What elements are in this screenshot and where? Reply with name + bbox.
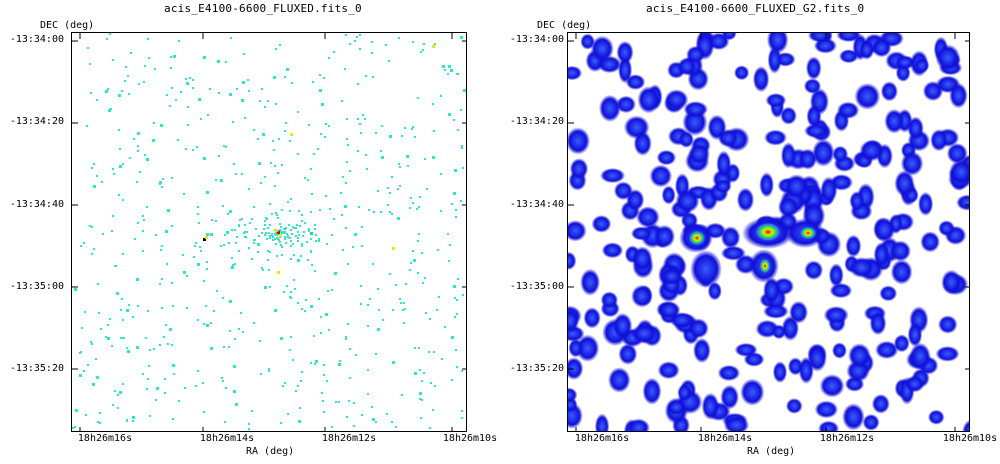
- left-ra-tick-label: 18h26m16s: [77, 433, 133, 444]
- right-image-canvas: [568, 33, 969, 431]
- left-ra-axis-title: RA (deg): [246, 446, 295, 457]
- right-dec-tick-label: -13:34:40: [509, 199, 564, 210]
- right-ra-tick-label: 18h26m14s: [697, 433, 753, 444]
- raw-event-pixels: [72, 33, 466, 430]
- left-image-canvas: [72, 33, 466, 431]
- right-ra-tick-label: 18h26m12s: [819, 433, 875, 444]
- left-panel-title: acis_E4100-6600_FLUXED.fits_0: [164, 2, 362, 15]
- right-dec-tick-label: -13:35:00: [509, 281, 564, 292]
- left-dec-tick-label: -13:34:00: [9, 34, 64, 45]
- left-dec-tick-label: -13:35:20: [9, 363, 64, 374]
- left-ra-tick-label: 18h26m14s: [199, 433, 255, 444]
- left-image-plot[interactable]: [71, 32, 467, 432]
- right-ra-tick-label: 18h26m16s: [574, 433, 630, 444]
- left-dec-tick-label: -13:35:00: [9, 281, 64, 292]
- left-dec-axis-title: DEC (deg): [40, 20, 95, 31]
- right-dec-axis-title: DEC (deg): [537, 20, 592, 31]
- left-dec-tick-label: -13:34:20: [9, 116, 64, 127]
- right-dec-tick-label: -13:34:00: [509, 34, 564, 45]
- right-image-plot[interactable]: [567, 32, 970, 432]
- right-ra-axis-title: RA (deg): [747, 446, 796, 457]
- right-dec-tick-label: -13:34:20: [509, 116, 564, 127]
- right-panel-title: acis_E4100-6600_FLUXED_G2.fits_0: [646, 2, 865, 15]
- frame-ticks: [568, 33, 969, 431]
- left-dec-tick-label: -13:34:40: [9, 199, 64, 210]
- right-dec-tick-label: -13:35:20: [509, 363, 564, 374]
- left-ra-tick-label: 18h26m12s: [321, 433, 377, 444]
- left-ra-tick-label: 18h26m10s: [442, 433, 498, 444]
- smoothed-blobs: [568, 33, 969, 431]
- frame-ticks: [72, 33, 466, 431]
- right-ra-tick-label: 18h26m10s: [942, 433, 998, 444]
